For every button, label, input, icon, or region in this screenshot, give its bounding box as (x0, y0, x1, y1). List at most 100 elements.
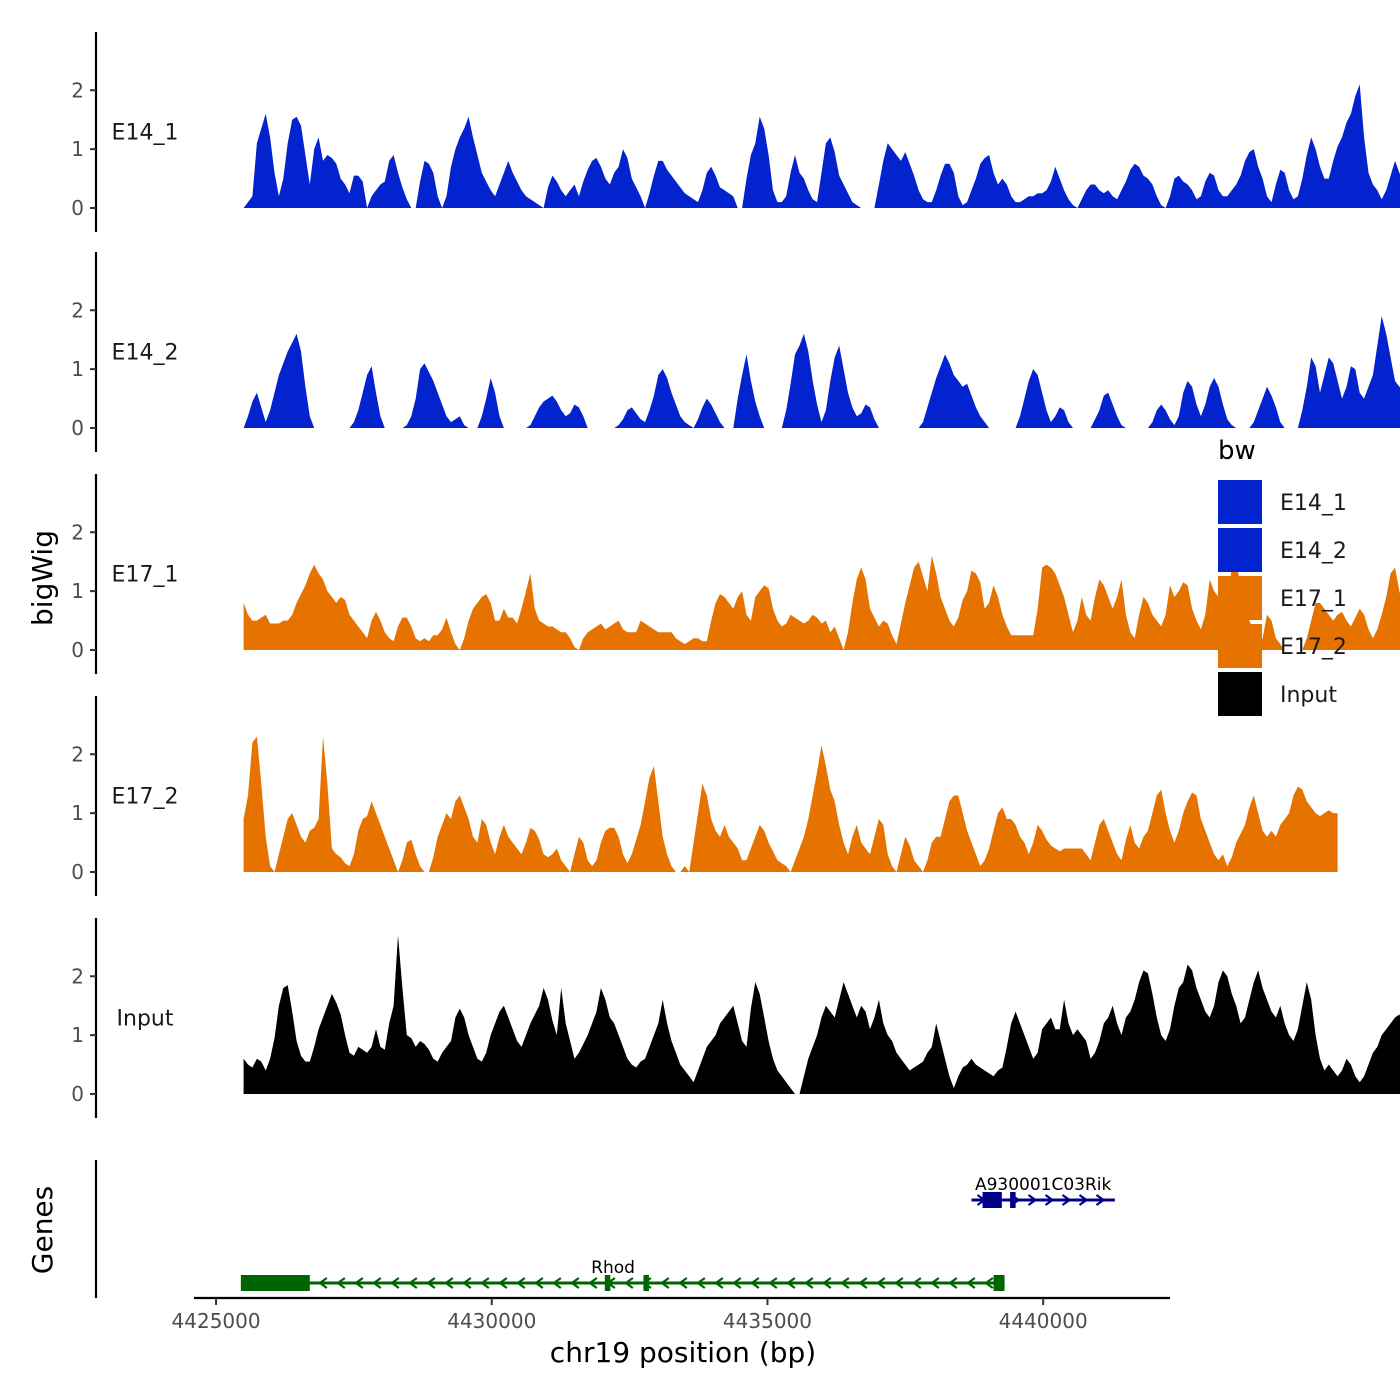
strand-chevron (695, 1277, 706, 1289)
legend-swatch-E14_2 (1218, 528, 1262, 572)
gene-label: A930001C03Rik (975, 1175, 1112, 1195)
strand-chevron (713, 1277, 724, 1289)
strand-chevron (983, 1277, 994, 1289)
y-tick-label: 1 (71, 357, 84, 381)
strand-chevron (389, 1277, 400, 1289)
track-label-E14_1: E14_1 (112, 120, 179, 145)
exon (643, 1275, 649, 1291)
strand-chevron (335, 1277, 346, 1289)
track-label-E17_1: E17_1 (112, 562, 179, 587)
y-tick-label: 2 (71, 298, 84, 322)
track-E14_1: 0 1 2 E14_1 (71, 32, 1400, 232)
legend-swatch-Input (1218, 672, 1262, 716)
strand-chevron (875, 1277, 886, 1289)
y-tick-label: 0 (71, 860, 84, 884)
strand-chevron (1078, 1194, 1089, 1206)
strand-chevron (965, 1277, 976, 1289)
x-tick-label: 4425000 (172, 1309, 261, 1333)
strand-chevron (443, 1277, 454, 1289)
exon (982, 1192, 1002, 1208)
track-area-E14_2 (243, 316, 1400, 428)
strand-chevron (569, 1277, 580, 1289)
strand-chevron (1095, 1194, 1106, 1206)
track-Input: 0 1 2 Input (71, 918, 1400, 1118)
track-label-Input: Input (117, 1006, 174, 1031)
track-area-Input (243, 935, 1400, 1094)
strand-chevron (425, 1277, 436, 1289)
y-axis-title: bigWig (26, 530, 59, 626)
legend-label-E17_1: E17_1 (1280, 587, 1347, 612)
exon (993, 1275, 1005, 1291)
gene-Rhod: Rhod (240, 1258, 1005, 1291)
strand-chevron (659, 1277, 670, 1289)
strand-chevron (533, 1277, 544, 1289)
track-label-E17_2: E17_2 (112, 784, 179, 809)
strand-chevron (623, 1277, 634, 1289)
legend-label-E14_2: E14_2 (1280, 539, 1347, 564)
y-tick-label: 2 (71, 742, 84, 766)
x-tick-label: 4440000 (999, 1309, 1088, 1333)
exon (1010, 1192, 1016, 1208)
legend-label-E17_2: E17_2 (1280, 635, 1347, 660)
y-tick-label: 1 (71, 1023, 84, 1047)
strand-chevron (749, 1277, 760, 1289)
strand-chevron (461, 1277, 472, 1289)
strand-chevron (371, 1277, 382, 1289)
track-area-E17_1 (243, 555, 1400, 650)
strand-chevron (515, 1277, 526, 1289)
legend-swatch-E17_2 (1218, 624, 1262, 668)
strand-chevron (479, 1277, 490, 1289)
strand-chevron (353, 1277, 364, 1289)
legend-swatch-E14_1 (1218, 480, 1262, 524)
track-panels: 0 1 2 E14_1 0 1 2 E14_2 0 1 2 E17_1 0 1 2 E17_2 0 1 2 Input (71, 32, 1400, 1118)
strand-chevron (947, 1277, 958, 1289)
strand-chevron (407, 1277, 418, 1289)
strand-chevron (785, 1277, 796, 1289)
track-E14_2: 0 1 2 E14_2 (71, 252, 1400, 452)
strand-chevron (587, 1277, 598, 1289)
legend-title: bw (1218, 436, 1256, 466)
track-label-E14_2: E14_2 (112, 340, 179, 365)
strand-chevron (893, 1277, 904, 1289)
strand-chevron (803, 1277, 814, 1289)
y-tick-label: 1 (71, 579, 84, 603)
y-tick-label: 0 (71, 638, 84, 662)
x-axis: 4425000 4430000 4435000 4440000 (172, 1296, 1170, 1333)
strand-chevron (767, 1277, 778, 1289)
x-axis-title: chr19 position (bp) (550, 1336, 816, 1369)
y-tick-label: 2 (71, 520, 84, 544)
y-tick-label: 0 (71, 1082, 84, 1106)
track-area-E14_1 (243, 84, 1400, 208)
y-tick-label: 2 (71, 964, 84, 988)
exon (240, 1275, 310, 1291)
strand-chevron (497, 1277, 508, 1289)
x-tick-label: 4430000 (447, 1309, 536, 1333)
strand-chevron (731, 1277, 742, 1289)
y-tick-label: 0 (71, 416, 84, 440)
track-area-E17_2 (243, 736, 1338, 872)
strand-chevron (821, 1277, 832, 1289)
track-E17_2: 0 1 2 E17_2 (71, 696, 1338, 896)
gene-label: Rhod (591, 1258, 635, 1278)
y-tick-label: 1 (71, 137, 84, 161)
legend: bw E14_1 E14_2 E17_1 E17_2 Input (1218, 436, 1347, 716)
legend-label-E14_1: E14_1 (1280, 491, 1347, 516)
strand-chevron (857, 1277, 868, 1289)
legend-swatch-E17_1 (1218, 576, 1262, 620)
x-tick-label: 4435000 (723, 1309, 812, 1333)
exon (604, 1275, 611, 1291)
strand-chevron (1044, 1194, 1055, 1206)
genes-axis-title: Genes (26, 1186, 59, 1274)
y-tick-label: 2 (71, 78, 84, 102)
y-tick-label: 0 (71, 196, 84, 220)
gene-A930001C03Rik: A930001C03Rik (971, 1175, 1115, 1208)
strand-chevron (839, 1277, 850, 1289)
genes-panel: Rhod A930001C03Rik (94, 1160, 1115, 1298)
track-E17_1: 0 1 2 E17_1 (71, 474, 1400, 674)
y-tick-label: 1 (71, 801, 84, 825)
strand-chevron (929, 1277, 940, 1289)
strand-chevron (1061, 1194, 1072, 1206)
strand-chevron (1027, 1194, 1038, 1206)
legend-label-Input: Input (1280, 683, 1337, 708)
